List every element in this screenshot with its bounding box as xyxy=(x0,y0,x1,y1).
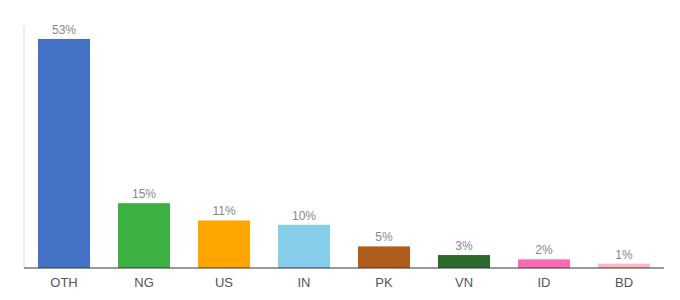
x-axis-line xyxy=(24,268,664,269)
data-label: 10% xyxy=(292,209,316,223)
bar xyxy=(118,203,170,268)
x-tick-label: OTH xyxy=(50,275,77,290)
x-tick-label: NG xyxy=(134,275,154,290)
bar xyxy=(278,225,330,268)
data-label: 15% xyxy=(132,187,156,201)
bars xyxy=(38,39,650,268)
x-tick-label: IN xyxy=(298,275,311,290)
bar xyxy=(38,39,90,268)
bar xyxy=(438,255,490,268)
data-label: 3% xyxy=(455,239,473,253)
data-label: 11% xyxy=(212,204,235,218)
x-tick-label: ID xyxy=(538,275,551,290)
data-label: 2% xyxy=(535,243,553,257)
x-tick-label: VN xyxy=(455,275,473,290)
data-label: 1% xyxy=(615,248,633,262)
chart-container: 53% OTH 15% NG 11% US 10% IN 5% PK 3% VN 2% ID 1% BD xyxy=(0,0,680,300)
data-label: 53% xyxy=(52,23,76,37)
x-tick-label: US xyxy=(215,275,233,290)
bar xyxy=(518,259,570,268)
bar xyxy=(198,220,250,268)
data-label: 5% xyxy=(375,230,393,244)
bar xyxy=(358,246,410,268)
bar xyxy=(598,264,650,268)
x-tick-label: BD xyxy=(615,275,633,290)
x-tick-label: PK xyxy=(375,275,393,290)
y-axis-line xyxy=(24,26,25,268)
chart: 53% OTH 15% NG 11% US 10% IN 5% PK 3% VN 2% ID 1% BD xyxy=(0,0,680,300)
